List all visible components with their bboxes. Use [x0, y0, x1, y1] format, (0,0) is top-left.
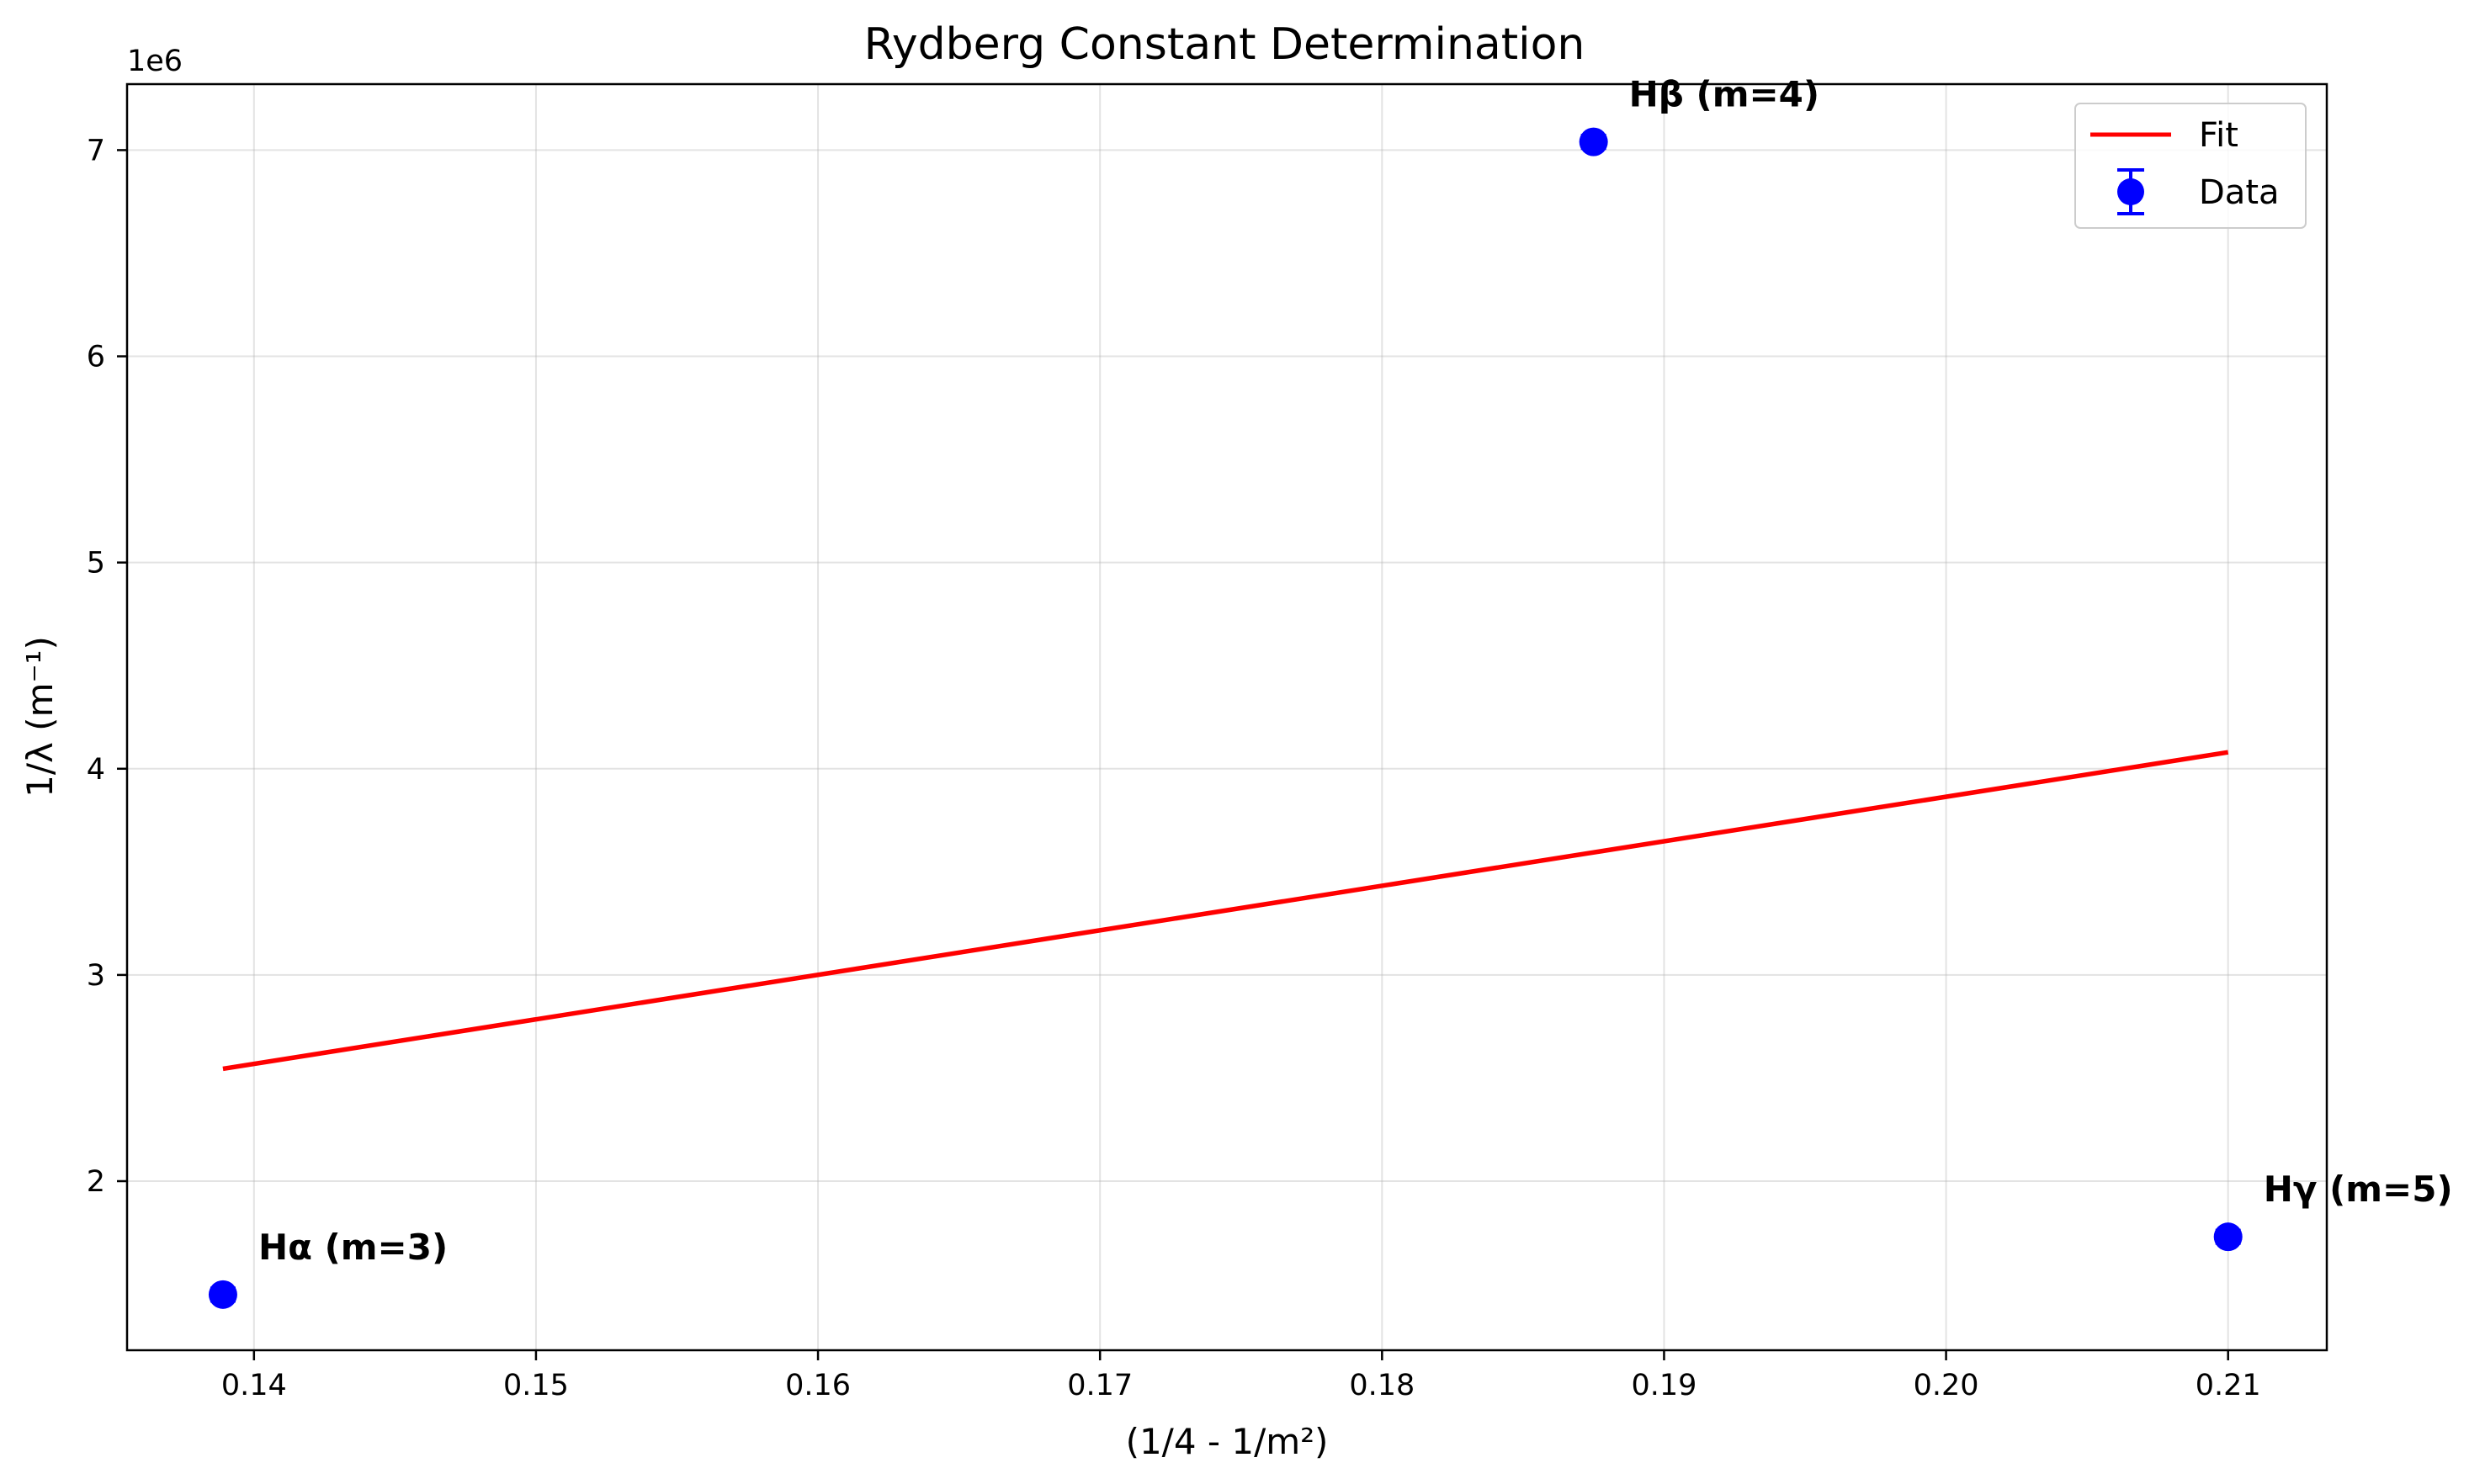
y-tick-label: 7: [87, 134, 105, 167]
y-tick-label: 2: [87, 1165, 105, 1199]
x-tick-label: 0.19: [1631, 1369, 1696, 1402]
y-tick-label: 4: [87, 753, 105, 787]
y-tick-label: 5: [87, 547, 105, 580]
data-point: [2213, 1222, 2243, 1252]
legend-data-label: Data: [2199, 173, 2280, 212]
legend-data-marker: [2117, 168, 2144, 215]
y-offset-label: 1e6: [127, 45, 183, 78]
fit-layer: [222, 750, 2229, 1072]
x-tick-label: 0.15: [503, 1369, 569, 1402]
x-axis-label: (1/4 - 1/m²): [1126, 1421, 1329, 1462]
point-annotation: Hβ (m=4): [1629, 74, 1819, 115]
chart-title: Rydberg Constant Determination: [864, 19, 1585, 70]
x-tick-label: 0.20: [1914, 1369, 1979, 1402]
legend-fit-label: Fit: [2199, 116, 2238, 155]
legend: Fit Data: [2074, 103, 2307, 229]
y-tick-label: 6: [87, 341, 105, 374]
y-axis-label: 1/λ (m⁻¹): [19, 636, 61, 798]
x-tick-label: 0.18: [1349, 1369, 1415, 1402]
x-tick-label: 0.17: [1067, 1369, 1133, 1402]
y-axis-ticks: 2 3 4 5 6 7: [87, 134, 127, 1199]
data-layer: [208, 127, 2243, 1309]
data-point: [208, 1280, 237, 1309]
grid-lines: [127, 84, 2327, 1350]
point-annotation: Hα (m=3): [258, 1227, 448, 1268]
x-axis-ticks: 0.14 0.15 0.16 0.17 0.18 0.19 0.20 0.21: [221, 1350, 2261, 1402]
x-tick-label: 0.14: [221, 1369, 287, 1402]
y-tick-label: 3: [87, 959, 105, 993]
plot-frame: [125, 82, 2328, 1352]
fit-line: [222, 750, 2229, 1072]
annotation-layer: Hα (m=3) Hβ (m=4) Hγ (m=5): [258, 74, 2453, 1268]
point-annotation: Hγ (m=5): [2264, 1169, 2453, 1210]
data-point: [1579, 127, 1608, 156]
x-tick-label: 0.21: [2196, 1369, 2261, 1402]
x-tick-label: 0.16: [785, 1369, 851, 1402]
